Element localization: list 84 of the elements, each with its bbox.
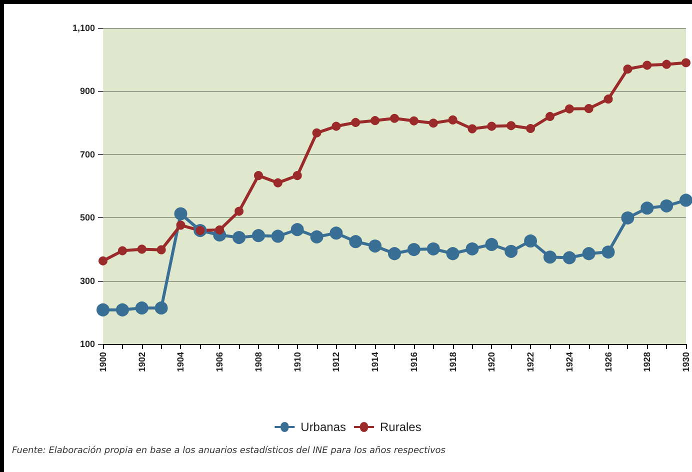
- point: [292, 171, 302, 180]
- point: [524, 234, 538, 248]
- y-tick-label: 900: [80, 86, 95, 96]
- y-tick-label: 100: [80, 339, 95, 349]
- y-tick-label: 700: [80, 149, 95, 160]
- point: [156, 245, 166, 254]
- point: [215, 225, 224, 234]
- point: [118, 246, 127, 256]
- x-tick-label: 1900: [98, 352, 108, 372]
- point: [310, 230, 324, 244]
- point: [682, 58, 690, 68]
- point: [370, 116, 380, 126]
- point: [468, 124, 477, 134]
- point: [564, 104, 574, 114]
- x-tick-label: 1926: [603, 352, 614, 372]
- point: [407, 243, 420, 256]
- point: [602, 246, 615, 259]
- point: [582, 247, 596, 260]
- point: [487, 122, 496, 131]
- point: [446, 247, 460, 260]
- x-tick-label: 1924: [564, 352, 574, 372]
- point: [254, 171, 263, 180]
- point: [660, 199, 674, 212]
- x-tick-label: 1908: [253, 352, 264, 372]
- x-tick-label: 1904: [176, 352, 186, 372]
- legend-label: Urbanas: [300, 420, 346, 434]
- point: [332, 122, 341, 131]
- x-tick-label: 1922: [526, 352, 536, 372]
- point: [604, 94, 613, 104]
- point: [623, 64, 632, 74]
- point: [428, 118, 438, 128]
- x-tick-label: 1906: [214, 352, 225, 372]
- y-tick-label: 300: [80, 276, 95, 286]
- x-tick-label: 1920: [486, 352, 497, 372]
- point: [312, 128, 322, 138]
- point: [543, 250, 556, 264]
- point: [680, 194, 692, 207]
- point: [409, 116, 418, 126]
- point: [271, 230, 284, 243]
- point: [252, 229, 265, 242]
- point: [96, 303, 110, 316]
- x-tick-label: 1914: [370, 352, 380, 372]
- x-tick-label: 1912: [331, 352, 342, 372]
- point: [388, 247, 401, 260]
- legend-label: Rurales: [380, 420, 422, 434]
- point: [504, 244, 518, 258]
- point: [584, 104, 594, 114]
- x-tick-label: 1902: [136, 352, 147, 372]
- x-tick-label: 1918: [448, 352, 458, 372]
- point: [116, 303, 129, 316]
- point: [426, 242, 440, 256]
- point: [232, 231, 246, 244]
- point: [545, 112, 554, 121]
- source-note: Fuente: Elaboración propia en base a los anuarios estadísticos del INE para los años respectivos: [12, 446, 446, 456]
- point: [154, 301, 168, 314]
- point: [642, 60, 652, 70]
- point: [506, 121, 516, 130]
- point: [485, 238, 498, 251]
- x-tick-label: 1916: [408, 352, 419, 372]
- point: [290, 223, 304, 236]
- point: [174, 207, 188, 220]
- point: [351, 118, 360, 127]
- point: [176, 220, 186, 230]
- point: [234, 206, 244, 216]
- y-tick-label: 500: [80, 212, 95, 223]
- point: [349, 235, 362, 248]
- point: [135, 301, 148, 314]
- point: [640, 202, 654, 215]
- point: [330, 226, 343, 240]
- x-tick-label: 1930: [681, 352, 691, 372]
- point: [390, 114, 399, 123]
- point: [621, 211, 634, 224]
- point: [562, 251, 576, 264]
- point: [526, 124, 536, 133]
- point: [466, 242, 479, 256]
- point: [273, 178, 282, 188]
- x-tick-label: 1910: [292, 352, 302, 372]
- point: [137, 244, 146, 254]
- x-tick-label: 1928: [642, 352, 652, 372]
- point: [368, 240, 382, 253]
- point: [98, 256, 108, 266]
- point: [448, 115, 458, 124]
- y-tick-label: 1,100: [72, 23, 95, 33]
- point: [662, 60, 672, 69]
